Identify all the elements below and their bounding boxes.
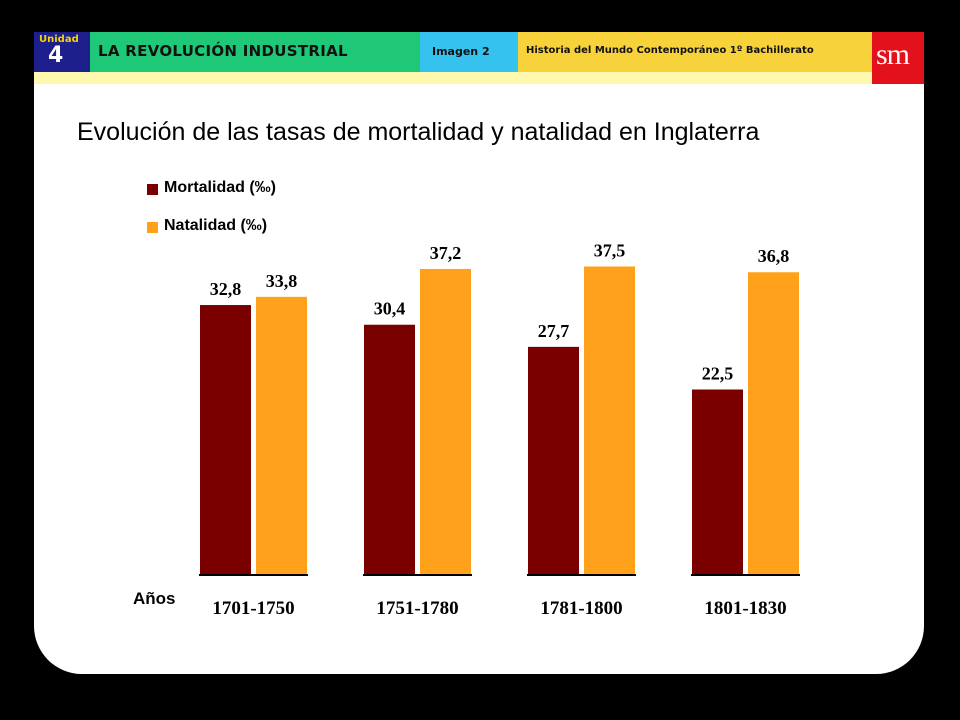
- x-tick-label-1701-1750: 1701-1750: [212, 598, 294, 619]
- data-label-mortalidad-1751-1780: 30,4: [374, 299, 406, 319]
- bar-natalidad-1751-1780: [420, 268, 471, 574]
- bar-chart: 32,8 33,8 1701-1750 30,4 37,2 1751-1780 27,7 37…: [199, 241, 800, 619]
- course-box: Historia del Mundo Contemporáneo 1º Bach…: [518, 32, 872, 72]
- slide: Unidad 4 LA REVOLUCIÓN INDUSTRIAL Imagen…: [34, 32, 924, 674]
- legend-label-natalidad: Natalidad (‰): [164, 217, 268, 234]
- data-label-mortalidad-1801-1830: 22,5: [702, 364, 734, 384]
- bar-natalidad-1701-1750: [256, 296, 307, 574]
- unit-label: Unidad: [39, 34, 79, 45]
- image-label: Imagen 2: [432, 45, 490, 58]
- slide-header: Unidad 4 LA REVOLUCIÓN INDUSTRIAL Imagen…: [34, 32, 924, 84]
- chart-title: Evolución de las tasas de mortalidad y n…: [77, 118, 760, 146]
- data-label-natalidad-1781-1800: 37,5: [594, 241, 626, 261]
- header-title: LA REVOLUCIÓN INDUSTRIAL: [98, 42, 348, 60]
- data-label-natalidad-1751-1780: 37,2: [430, 243, 462, 263]
- data-label-natalidad-1801-1830: 36,8: [758, 246, 790, 266]
- bar-natalidad-1781-1800: [584, 266, 635, 574]
- header-strip: [34, 72, 872, 84]
- legend-label-mortalidad: Mortalidad (‰): [164, 179, 276, 196]
- unit-box: Unidad 4: [34, 32, 90, 72]
- logo-text: sm: [876, 38, 910, 71]
- bar-mortalidad-1781-1800: [528, 346, 579, 574]
- legend-swatch-natalidad: [147, 222, 158, 233]
- unit-number: 4: [48, 43, 64, 68]
- x-tick-label-1801-1830: 1801-1830: [704, 598, 786, 619]
- bar-mortalidad-1801-1830: [692, 389, 743, 574]
- header-title-box: LA REVOLUCIÓN INDUSTRIAL: [90, 32, 420, 72]
- x-tick-label-1781-1800: 1781-1800: [540, 598, 622, 619]
- x-axis-label: Años: [133, 589, 176, 608]
- bar-natalidad-1801-1830: [748, 272, 799, 574]
- bar-mortalidad-1751-1780: [364, 324, 415, 574]
- image-label-box: Imagen 2: [420, 32, 518, 72]
- x-tick-label-1751-1780: 1751-1780: [376, 598, 458, 619]
- course-label: Historia del Mundo Contemporáneo 1º Bach…: [526, 45, 814, 56]
- sm-logo: sm: [872, 32, 924, 84]
- legend-swatch-mortalidad: [147, 184, 158, 195]
- data-label-mortalidad-1781-1800: 27,7: [538, 321, 570, 341]
- data-label-mortalidad-1701-1750: 32,8: [210, 279, 242, 299]
- data-label-natalidad-1701-1750: 33,8: [266, 271, 298, 291]
- bar-mortalidad-1701-1750: [200, 305, 251, 574]
